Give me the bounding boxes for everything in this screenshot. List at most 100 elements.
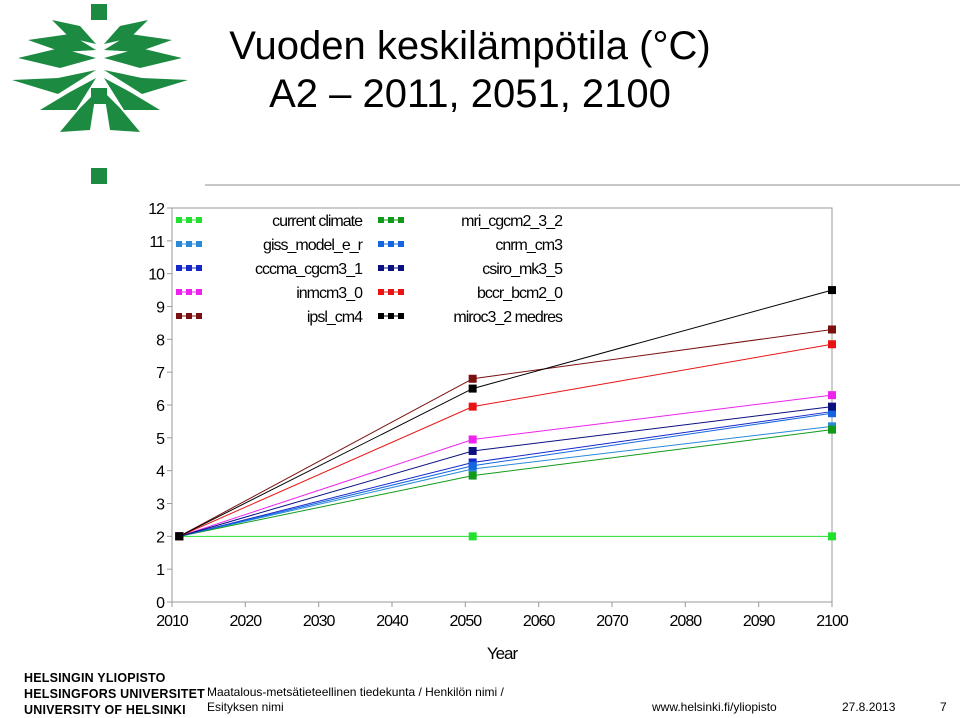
legend-marker	[196, 313, 202, 319]
footer-date: 27.8.2013	[842, 700, 896, 714]
title-divider	[205, 184, 960, 186]
legend-label: cccma_cgcm3_1	[255, 261, 363, 278]
university-name-en: UNIVERSITY OF HELSINKI	[24, 703, 186, 717]
legend-label: ipsl_cm4	[307, 309, 363, 326]
x-tick-label: 2090	[743, 613, 776, 630]
legend-marker	[186, 241, 192, 247]
legend-marker	[176, 289, 182, 295]
legend-marker	[186, 289, 192, 295]
legend-marker	[398, 241, 404, 247]
x-tick-label: 2010	[156, 613, 189, 630]
y-tick-label: 7	[156, 365, 165, 382]
y-tick-label: 2	[156, 529, 165, 546]
legend-marker	[378, 265, 384, 271]
x-tick-label: 2030	[303, 613, 336, 630]
data-point	[828, 286, 836, 295]
x-axis: 2010 2020 2030 2040 2050 2060 2070 2080 2090 2100	[156, 602, 850, 630]
x-axis-label: Year	[487, 644, 519, 663]
x-tick-label: 2070	[596, 613, 629, 630]
data-point	[828, 325, 836, 334]
y-tick-label: 11	[149, 234, 165, 251]
page-number: 7	[940, 700, 947, 714]
legend-marker	[176, 241, 182, 247]
legend-marker	[196, 241, 202, 247]
legend-marker	[186, 217, 192, 223]
data-point	[468, 374, 477, 383]
legend-marker	[398, 265, 404, 271]
series-line	[179, 411, 833, 537]
y-tick-label: 6	[156, 398, 165, 415]
legend-marker	[196, 217, 202, 223]
legend-label: bccr_bcm2_0	[477, 285, 563, 302]
data-point	[175, 532, 184, 541]
legend-label: mri_cgcm2_3_2	[461, 213, 563, 230]
legend-marker	[186, 313, 192, 319]
legend-marker	[398, 289, 404, 295]
legend-marker	[388, 289, 394, 295]
legend-item: bccr_bcm2_0	[378, 285, 564, 302]
series-markers	[175, 286, 836, 541]
data-point	[468, 402, 477, 411]
data-point	[468, 435, 477, 444]
legend-item: ipsl_cm4	[176, 309, 364, 326]
y-tick-label: 9	[156, 300, 165, 317]
y-tick-label: 10	[148, 267, 165, 284]
slide-title-line-2: A2 – 2011, 2051, 2100	[269, 72, 671, 116]
data-point	[468, 532, 477, 541]
legend-marker	[388, 241, 394, 247]
x-tick-label: 2100	[816, 613, 849, 630]
y-tick-label: 4	[156, 464, 165, 481]
legend-item: cccma_cgcm3_1	[176, 261, 364, 278]
legend-marker	[176, 265, 182, 271]
legend-marker	[196, 265, 202, 271]
university-logo-icon	[12, 4, 188, 184]
legend-marker	[196, 289, 202, 295]
legend-label: miroc3_2 medres	[453, 309, 563, 326]
data-point	[828, 409, 836, 418]
data-point	[828, 532, 836, 541]
legend-label: cnrm_cm3	[495, 237, 563, 254]
legend-label: giss_model_e_r	[263, 237, 364, 254]
y-tick-label: 8	[156, 332, 165, 349]
legend-label: csiro_mk3_5	[482, 261, 563, 278]
legend-item: cnrm_cm3	[378, 237, 564, 254]
legend-marker	[378, 241, 384, 247]
y-tick-label: 12	[148, 201, 165, 218]
data-point	[828, 340, 836, 349]
faculty-text: Maatalous-metsätieteellinen tiedekunta /…	[207, 685, 504, 714]
y-tick-label: 5	[156, 431, 165, 448]
series-line	[179, 289, 833, 537]
legend-marker	[378, 217, 384, 223]
data-point	[468, 446, 477, 455]
y-tick-label: 0	[156, 595, 165, 612]
chart-legend: current climate giss_model_e_r cccma_cgcm3…	[176, 213, 564, 326]
legend-item: csiro_mk3_5	[378, 261, 564, 278]
legend-marker	[388, 265, 394, 271]
footer-url: www.helsinki.fi/yliopisto	[652, 700, 777, 714]
data-point	[828, 402, 836, 411]
x-tick-label: 2080	[670, 613, 703, 630]
legend-item: miroc3_2 medres	[378, 309, 564, 326]
legend-marker	[176, 313, 182, 319]
university-name-fi: HELSINGIN YLIOPISTO	[24, 671, 166, 685]
series-line	[179, 412, 833, 537]
series-line	[179, 394, 833, 537]
legend-item: current climate	[176, 213, 364, 230]
legend-marker	[186, 265, 192, 271]
legend-marker	[398, 313, 404, 319]
x-tick-label: 2040	[376, 613, 409, 630]
legend-marker	[378, 289, 384, 295]
slide-title: Vuoden keskilämpötila (°C) A2 – 2011, 20…	[150, 22, 790, 118]
legend-marker	[176, 217, 182, 223]
slide-title-line-1: Vuoden keskilämpötila (°C)	[229, 24, 711, 68]
legend-marker	[398, 217, 404, 223]
data-point	[468, 471, 477, 480]
data-point	[468, 384, 477, 393]
legend-label: inmcm3_0	[296, 285, 363, 302]
legend-item: giss_model_e_r	[176, 237, 365, 254]
legend-marker	[378, 313, 384, 319]
x-tick-label: 2050	[450, 613, 483, 630]
series-line	[179, 425, 833, 537]
